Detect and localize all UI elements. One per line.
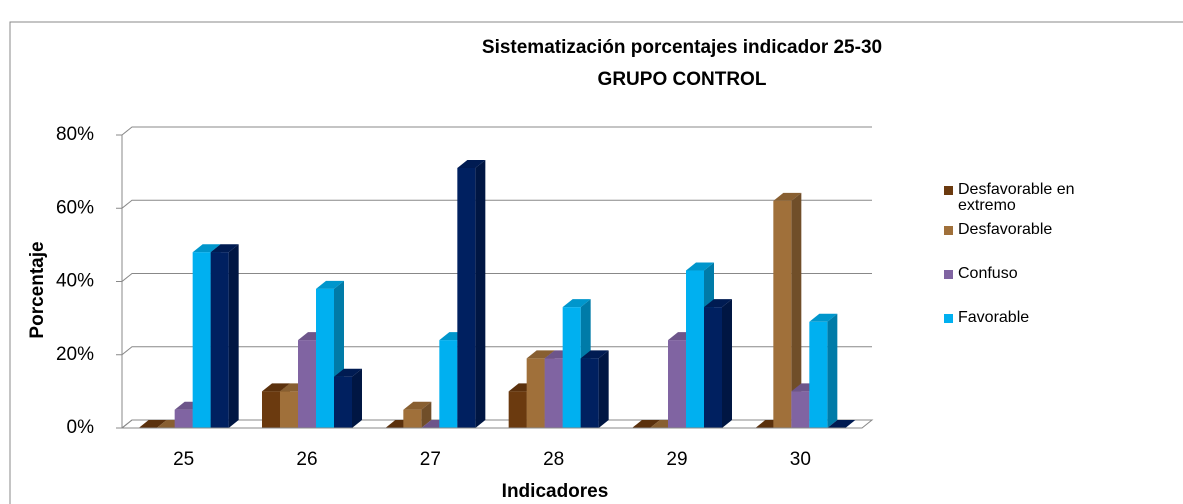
bar-top [457,159,486,168]
chart-border [9,21,1183,504]
bar-top [192,244,221,253]
bar-top [526,350,555,359]
bar [791,391,810,428]
grid-line [121,419,872,429]
x-tick-label: 30 [790,449,811,470]
bar-top [632,420,660,428]
x-tick-label: 25 [173,449,194,470]
bar [526,358,545,428]
bar-top [403,401,432,410]
legend-swatch [944,226,953,235]
bar-top [334,368,362,377]
bar [262,391,280,428]
bar-side [827,313,838,428]
bar-top [262,383,290,392]
bar [192,252,211,428]
bar-top [316,280,344,289]
legend-label: Desfavorable en extremo [958,181,1075,214]
bar-top [827,420,856,428]
bar-side [421,401,432,428]
y-tick-label: 60% [56,197,94,218]
grid-line [121,346,872,356]
bar-top [210,244,239,253]
bar-top [686,262,714,271]
bar-side [791,192,802,428]
bar [773,200,792,428]
bar [210,252,229,428]
y-axis-title: Porcentaje [27,241,48,338]
legend-entry: Favorable [944,309,1088,326]
legend-label: Confuso [958,265,1018,282]
chart-title: Sistematización porcentajes indicador 25… [482,37,882,58]
chart-subtitle: GRUPO CONTROL [598,69,767,90]
legend-swatch [944,186,953,195]
legend-entry: Confuso [944,265,1088,282]
bar [686,270,704,428]
bar [316,288,334,428]
bar-side [352,368,362,428]
bar [704,307,722,428]
bar [508,391,527,428]
bar [809,321,828,428]
y-tick-label: 20% [56,344,94,365]
bar [298,340,316,428]
legend-label: Favorable [958,309,1030,326]
grid-line [121,199,872,209]
bar-side [598,350,609,428]
bar [174,409,193,428]
legend-label: Desfavorable [958,221,1053,238]
x-tick-label: 29 [666,449,687,470]
x-axis-title: Indicadores [502,481,609,502]
bar-side [722,299,732,428]
bar [403,409,422,428]
x-tick-label: 28 [543,449,564,470]
legend-swatch [944,270,953,279]
bar [668,340,686,428]
bar-top [704,299,732,308]
bar-top [580,350,609,359]
bar [334,376,352,428]
bar [544,358,563,428]
y-tick-label: 40% [56,271,94,292]
bar [580,358,599,428]
y-tick-label: 0% [67,417,95,438]
grid-line [121,126,872,136]
bar-top [138,420,167,428]
legend-entry: Desfavorable [944,221,1088,238]
bar-side [228,244,239,428]
legend-entry: Desfavorable en extremo [944,181,1088,214]
bar-top [773,192,802,201]
bar-side [475,159,486,428]
bar [280,391,298,428]
x-tick-label: 26 [296,449,317,470]
x-tick-label: 27 [420,449,441,470]
legend-swatch [944,314,953,323]
grid-line [121,273,872,282]
bar-top [809,313,838,322]
y-tick-label: 80% [56,124,94,145]
bar-top [562,299,591,308]
bar [562,307,581,428]
bar [439,340,458,428]
bar [457,167,476,428]
